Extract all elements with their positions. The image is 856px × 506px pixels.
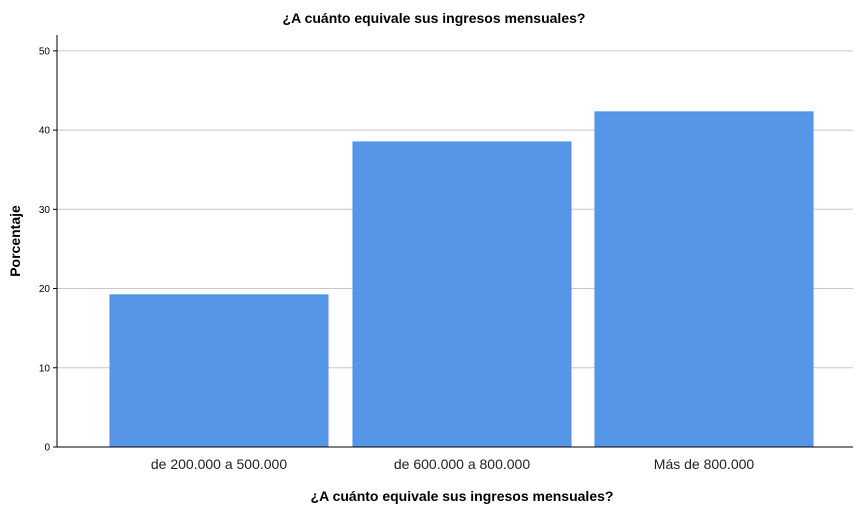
x-tick-label: de 200.000 a 500.000 <box>151 456 287 472</box>
chart-title: ¿A cuánto equivale sus ingresos mensuale… <box>283 10 586 26</box>
bar <box>109 294 329 448</box>
bars <box>109 111 814 448</box>
y-tick-label: 40 <box>39 126 51 137</box>
x-tick-label: de 600.000 a 800.000 <box>394 456 530 472</box>
y-tick-label: 10 <box>39 363 51 374</box>
bar <box>594 111 814 448</box>
y-axis-label: Porcentaje <box>7 205 23 277</box>
x-tick-label: Más de 800.000 <box>654 456 755 472</box>
x-axis-label: ¿A cuánto equivale sus ingresos mensuale… <box>311 488 614 504</box>
y-tick-label: 20 <box>39 284 51 295</box>
y-ticks: 0 10 20 30 40 50 <box>39 46 57 454</box>
x-ticks: de 200.000 a 500.000 de 600.000 a 800.000… <box>151 456 755 472</box>
bar <box>352 141 572 448</box>
y-tick-label: 50 <box>39 46 51 57</box>
y-tick-label: 30 <box>39 205 51 216</box>
y-tick-label: 0 <box>44 443 50 454</box>
